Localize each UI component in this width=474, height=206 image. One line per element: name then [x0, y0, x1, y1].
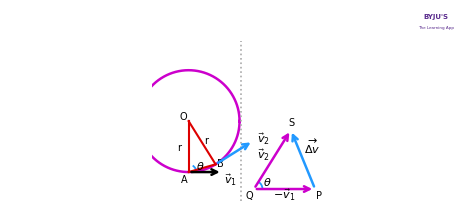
Text: r: r	[204, 136, 209, 145]
Polygon shape	[351, 0, 474, 37]
Text: $\vec{v}_2$: $\vec{v}_2$	[257, 131, 270, 146]
Text: B: B	[217, 158, 224, 168]
Text: The Learning App: The Learning App	[418, 26, 454, 30]
Text: $-\vec{v}_1$: $-\vec{v}_1$	[273, 187, 296, 202]
Text: A: A	[181, 174, 188, 184]
Text: S: S	[289, 117, 295, 127]
Text: $\theta$: $\theta$	[196, 159, 205, 171]
Text: $\vec{v}_1$: $\vec{v}_1$	[224, 172, 237, 187]
Text: $\theta$: $\theta$	[263, 175, 272, 187]
Text: $\vec{v}_2$: $\vec{v}_2$	[256, 146, 270, 162]
Text: P: P	[316, 190, 322, 200]
Text: O: O	[180, 111, 187, 122]
Text: EXPRESSION FOR CENTRIPETAL FORCE: EXPRESSION FOR CENTRIPETAL FORCE	[9, 12, 298, 25]
Text: r: r	[177, 142, 181, 152]
Text: $\overrightarrow{\Delta v}$: $\overrightarrow{\Delta v}$	[304, 137, 320, 155]
Text: BYJU'S: BYJU'S	[424, 14, 448, 20]
Text: Q: Q	[246, 190, 254, 200]
